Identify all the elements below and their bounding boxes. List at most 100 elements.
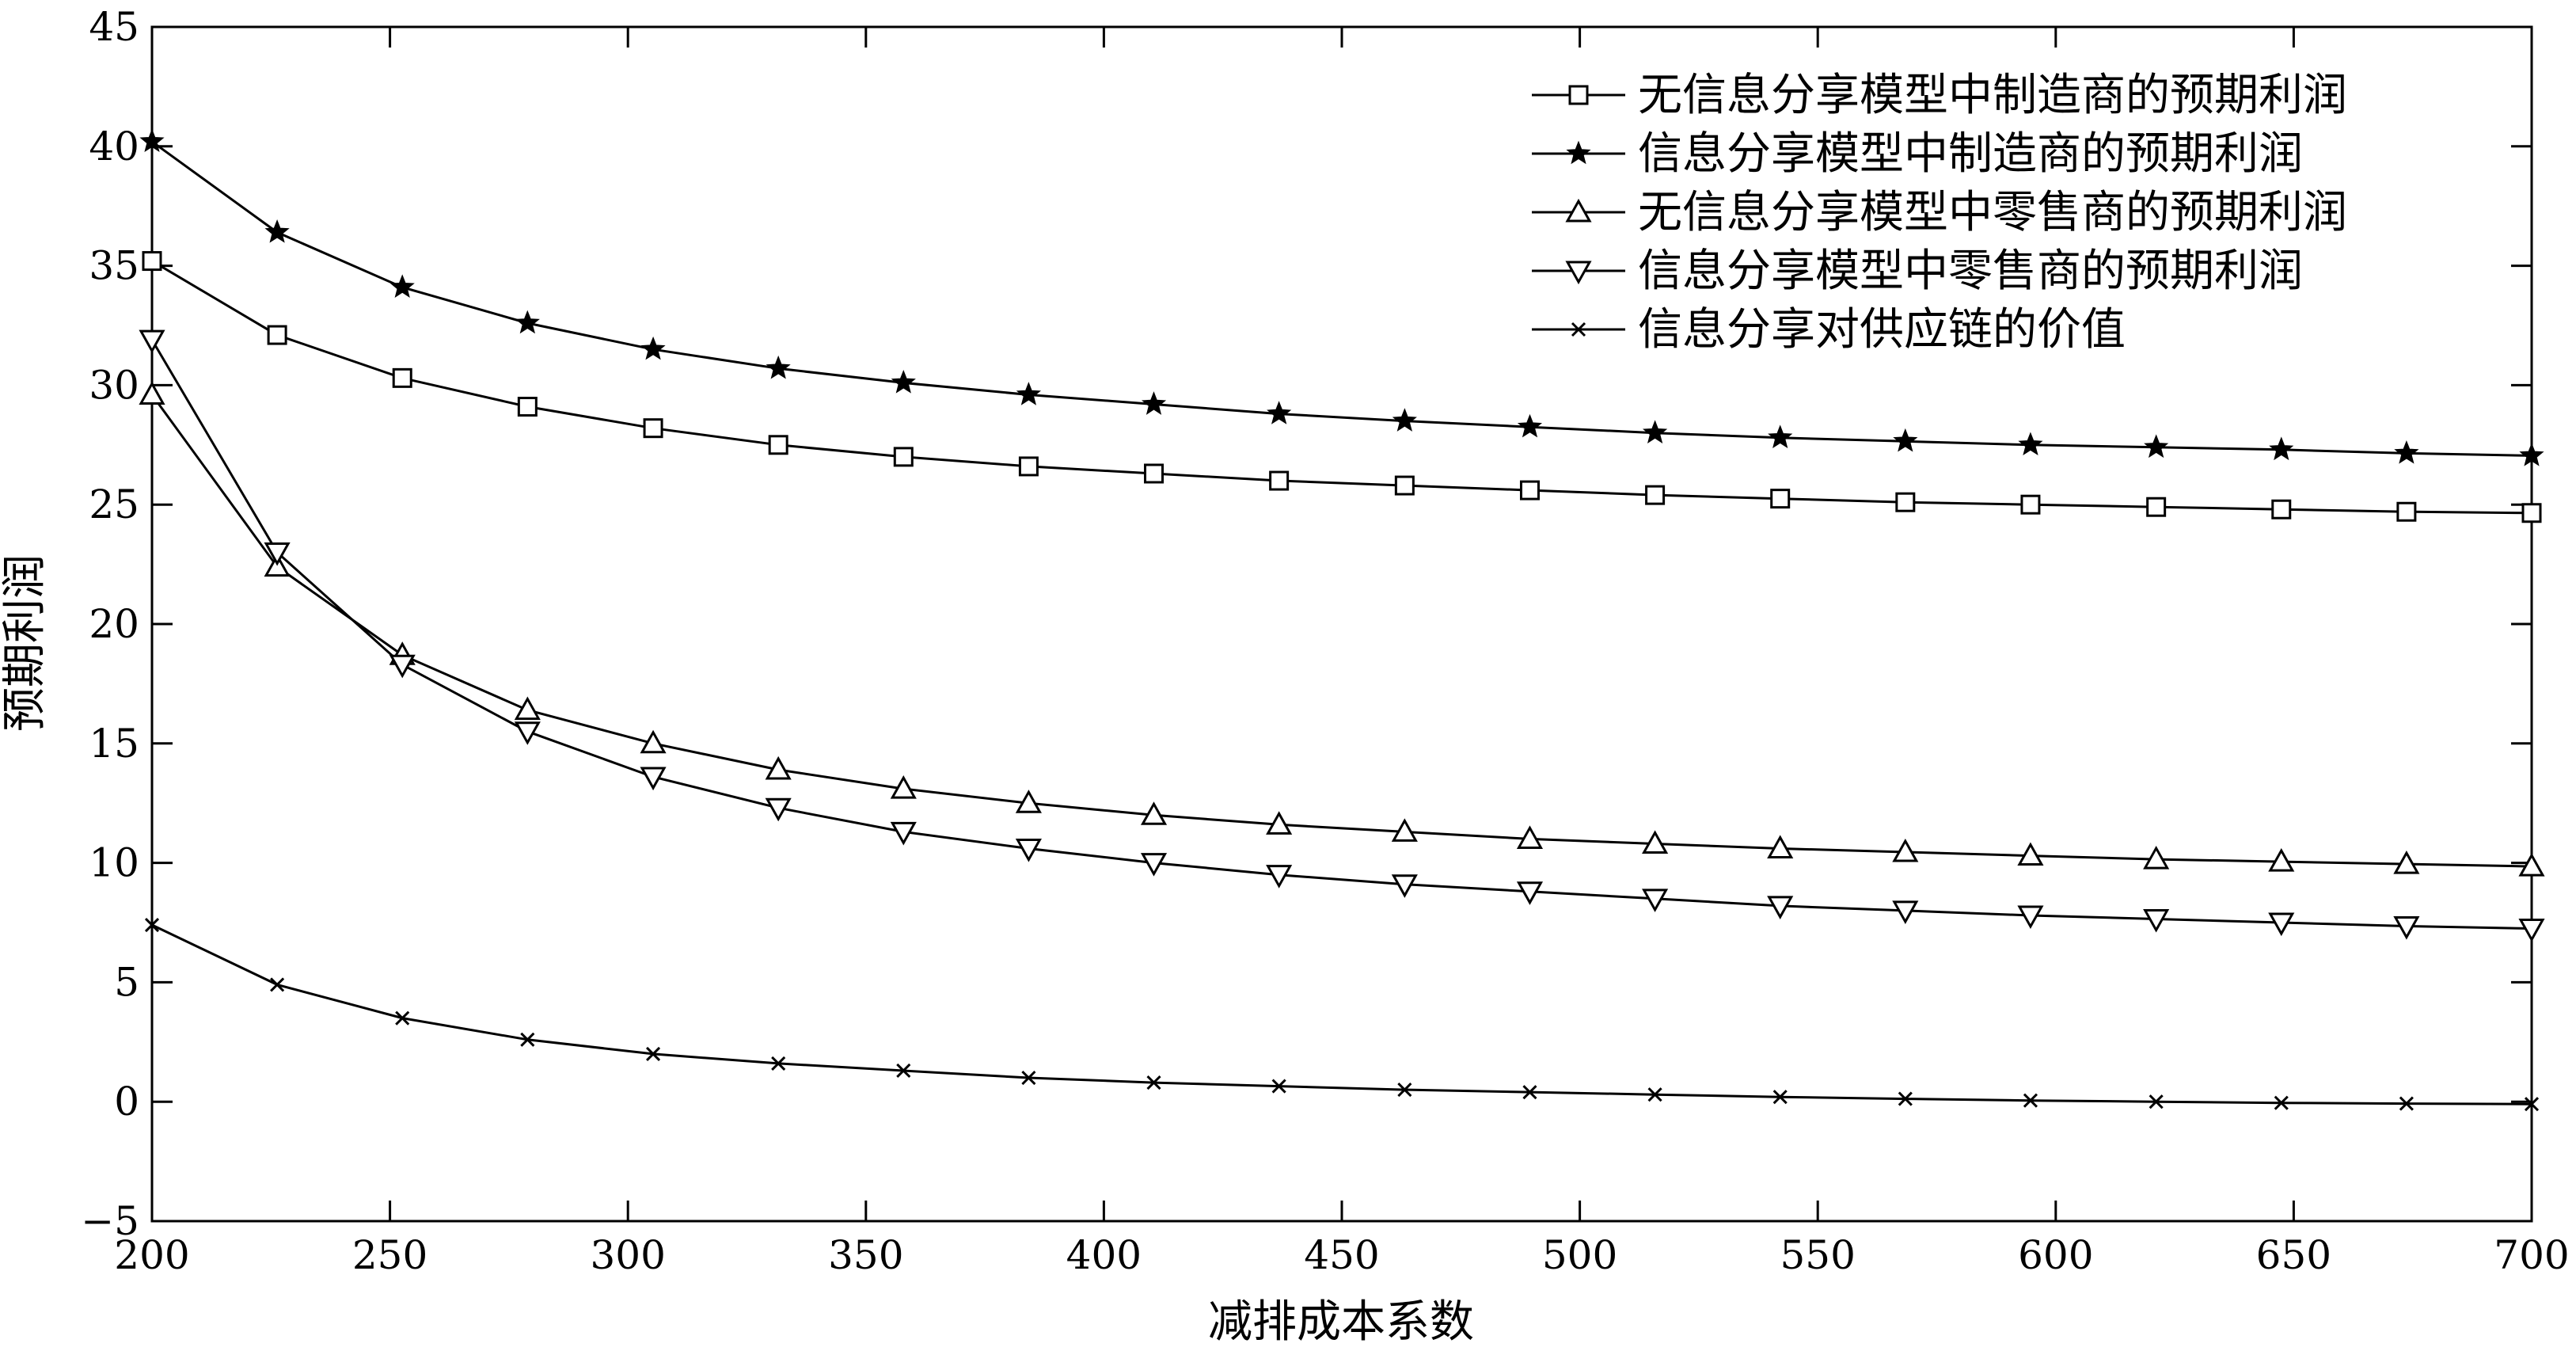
y-tick-label: −5 xyxy=(81,1198,139,1244)
data-point xyxy=(896,1063,911,1079)
x-tick-label: 700 xyxy=(2494,1232,2569,1278)
y-tick-label: 10 xyxy=(89,840,139,886)
series-line xyxy=(151,923,2532,1106)
series-line xyxy=(151,140,2532,457)
data-point xyxy=(1767,896,1794,919)
data-point xyxy=(2143,908,2170,933)
legend-marker xyxy=(1568,85,1589,105)
data-point xyxy=(2271,499,2292,519)
data-point xyxy=(389,274,415,299)
x-tick-label: 600 xyxy=(2018,1232,2093,1278)
data-point xyxy=(765,797,792,822)
data-point xyxy=(2518,853,2545,877)
x-tick-label: 250 xyxy=(352,1232,427,1278)
data-point xyxy=(1018,456,1039,477)
data-point xyxy=(2268,912,2295,937)
legend: 无信息分享模型中制造商的预期利润信息分享模型中制造商的预期利润无信息分享模型中零… xyxy=(1532,70,2347,356)
data-point xyxy=(2396,501,2417,522)
data-point xyxy=(2393,851,2420,874)
data-point xyxy=(1141,391,1167,415)
data-point xyxy=(2519,443,2544,466)
y-tick-label: 45 xyxy=(89,4,139,50)
data-point xyxy=(1516,825,1544,849)
x-tick-label: 300 xyxy=(590,1232,665,1278)
legend-label: 信息分享模型中零售商的预期利润 xyxy=(1638,245,2303,297)
data-point xyxy=(389,654,416,679)
data-point xyxy=(640,767,667,791)
data-point xyxy=(766,355,791,379)
y-tick-label: 25 xyxy=(89,481,139,527)
series-3 xyxy=(139,381,2545,877)
data-point xyxy=(2274,1095,2289,1110)
data-point xyxy=(1016,382,1042,405)
data-point xyxy=(1015,839,1042,862)
data-point xyxy=(2143,846,2170,870)
data-point xyxy=(1895,492,1916,512)
data-point xyxy=(1772,1090,1788,1105)
x-tick-label: 400 xyxy=(1066,1232,1142,1278)
data-point xyxy=(514,696,541,721)
data-point xyxy=(1642,420,1668,444)
data-point xyxy=(392,367,412,388)
data-point xyxy=(1392,408,1417,432)
data-point xyxy=(1391,874,1418,898)
y-tick-label: 20 xyxy=(89,601,139,647)
data-point xyxy=(144,917,160,933)
data-point xyxy=(1140,801,1168,825)
data-point xyxy=(1394,475,1415,496)
data-point xyxy=(1140,853,1168,877)
x-tick-label: 450 xyxy=(1304,1232,1379,1278)
data-point xyxy=(2269,436,2294,461)
data-point xyxy=(890,775,917,799)
data-point xyxy=(2017,905,2044,930)
legend-entry: 无信息分享模型中制造商的预期利润 xyxy=(1532,70,2347,121)
data-point xyxy=(395,1010,410,1026)
data-point xyxy=(893,447,914,467)
data-point xyxy=(646,1046,661,1061)
data-point xyxy=(1893,428,1918,452)
legend-marker xyxy=(1571,322,1586,337)
data-point xyxy=(1021,1070,1036,1086)
data-point xyxy=(1266,865,1293,889)
data-point xyxy=(2018,432,2043,456)
data-point xyxy=(771,1056,786,1071)
data-point xyxy=(2518,919,2545,942)
legend-entry: 无信息分享模型中零售商的预期利润 xyxy=(1532,187,2347,238)
data-point xyxy=(1647,1087,1662,1102)
series-line xyxy=(150,394,2532,868)
data-point xyxy=(1146,1075,1161,1090)
data-point xyxy=(514,721,541,745)
data-point xyxy=(2146,497,2167,517)
legend-marker xyxy=(1565,198,1592,223)
series-4 xyxy=(139,329,2545,942)
axes-layer: 200 250 300 350 400 450 500 550 600 650 700 −5 0 5 10 1… xyxy=(81,4,2569,1278)
series-1 xyxy=(142,251,2542,523)
x-tick-label: 650 xyxy=(2256,1232,2331,1278)
y-tick-label: 35 xyxy=(89,243,139,289)
data-point xyxy=(139,329,165,354)
data-point xyxy=(1266,811,1293,835)
data-point xyxy=(2394,440,2419,464)
data-point xyxy=(2521,503,2542,523)
data-point xyxy=(1271,1079,1286,1094)
data-point xyxy=(2020,494,2041,515)
data-point xyxy=(765,755,792,780)
data-point xyxy=(640,729,667,754)
series-layer xyxy=(139,128,2545,1112)
data-point xyxy=(2144,434,2169,459)
y-tick-label: 30 xyxy=(89,362,139,408)
data-point xyxy=(1144,463,1165,484)
data-point xyxy=(2149,1094,2164,1109)
data-point xyxy=(270,977,285,992)
x-axis-title: 减排成本系数 xyxy=(1208,1296,1474,1348)
data-point xyxy=(2023,1093,2038,1108)
data-point xyxy=(1898,1091,1913,1106)
data-point xyxy=(1269,470,1290,491)
data-point xyxy=(2268,848,2295,872)
data-point xyxy=(1391,818,1418,842)
data-point xyxy=(1397,1083,1412,1098)
data-point xyxy=(1645,485,1666,505)
data-point xyxy=(643,418,663,439)
x-tick-label: 200 xyxy=(114,1232,189,1278)
